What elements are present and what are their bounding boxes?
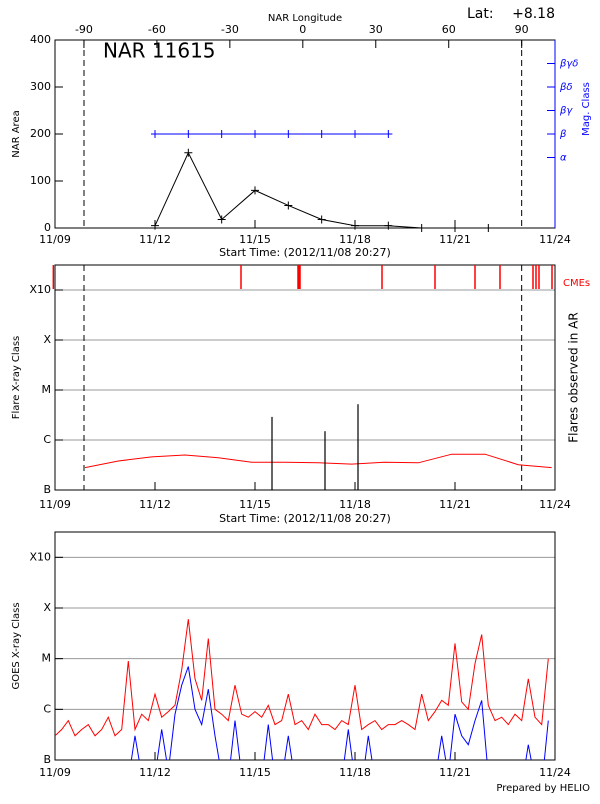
lat-value: +8.18 [512,6,555,22]
series-line [130,666,549,760]
panel: B C M X X10 11/09 11/12 11/15 11/18 11/21 11/24 Sta… [11,264,590,525]
x-tick-label: 11/09 [39,766,71,779]
y-tick-label: X10 [29,550,51,563]
y2-tick-label: βδ [559,82,573,93]
y-tick-label: 300 [30,80,51,93]
y-tick-label: B [43,753,51,766]
x-axis-label: Start Time: (2012/11/08 20:27) [219,246,391,259]
point-marker [184,130,193,138]
series-line [55,619,549,737]
x-tick-label: 11/15 [239,498,271,511]
point-marker [384,221,393,230]
point-marker [484,224,493,232]
y-tick-label: 0 [44,221,51,234]
x-tick-label: 11/18 [339,233,371,246]
point-marker [184,148,193,157]
x-tick-label: 11/24 [539,233,571,246]
y-tick-label: X [43,333,51,346]
lat-title: Lat: [467,6,494,22]
y-axis-label: Flare X-ray Class [11,336,22,420]
point-marker [284,201,293,210]
y2-tick-label: βγ [559,106,573,117]
x-tick-label: 11/15 [239,766,271,779]
y-tick-label: 200 [30,127,51,140]
x-tick-label: 11/18 [339,498,371,511]
x-tick-label: 11/12 [139,766,171,779]
point-marker [317,215,326,224]
y-tick-label: X [43,601,51,614]
x-tick-label: 11/15 [239,233,271,246]
x2-tick-label: -90 [75,23,93,36]
plot-frame [54,531,556,761]
x2-tick-label: 90 [515,23,529,36]
y-tick-label: C [43,433,51,446]
y-axis-label: NAR Area [11,110,22,157]
point-marker [151,221,159,230]
y2-tick-label: β [559,129,567,140]
x-axis-label: Start Time: (2012/11/08 20:27) [219,512,391,525]
point-marker [317,130,326,138]
point-marker [251,130,259,138]
data-layer [55,619,549,760]
x-tick-label: 11/21 [439,233,471,246]
y-tick-label: M [42,652,52,665]
point-marker [284,130,293,138]
credit: Prepared by HELIO [496,783,590,794]
cme-label: CMEs [563,278,590,289]
y2-tick-label: βγδ [559,59,578,70]
x-tick-label: 11/24 [539,498,571,511]
x-tick-label: 11/24 [539,766,571,779]
point-marker [417,224,426,232]
x-tick-label: 11/09 [39,233,71,246]
panel-title: NAR 11615 [103,39,216,63]
y-tick-label: C [43,702,51,715]
point-marker [151,130,159,138]
data-layer [84,404,552,490]
x2-tick-label: 60 [442,23,456,36]
x-tick-label: 11/12 [139,233,171,246]
data-layer [154,133,489,228]
point-marker [351,130,359,138]
x2-tick-label: 0 [299,23,306,36]
x2-tick-label: -60 [148,23,166,36]
y-tick-label: X10 [29,283,51,296]
point-marker [384,130,393,138]
x-tick-label: 11/18 [339,766,371,779]
panel: B C M X X10 11/09 11/12 11/15 11/18 11/21 11/24 GOE… [11,531,590,794]
y-tick-label: M [42,383,52,396]
point-marker [451,224,459,232]
x-tick-label: 11/12 [139,498,171,511]
x2-axis-label: NAR Longitude [268,13,342,24]
x2-tick-label: 30 [369,23,383,36]
y2-axis-label: Mag. Class [581,82,592,136]
x-tick-label: 11/09 [39,498,71,511]
point-marker [217,130,226,138]
y-tick-label: B [43,483,51,496]
y-axis-label: GOES X-ray Class [11,602,22,689]
plot-frame [54,264,556,491]
y-tick-label: 400 [30,33,51,46]
series-line [84,453,552,469]
x2-tick-label: -30 [221,23,239,36]
point-marker [351,221,359,230]
x-tick-label: 11/21 [439,766,471,779]
y2-tick-label: α [560,153,567,164]
point-marker [251,186,259,195]
y-tick-label: 100 [30,174,51,187]
y2-axis-label: Flares observed in AR [567,312,581,442]
point-marker [217,215,226,224]
x-tick-label: 11/21 [439,498,471,511]
